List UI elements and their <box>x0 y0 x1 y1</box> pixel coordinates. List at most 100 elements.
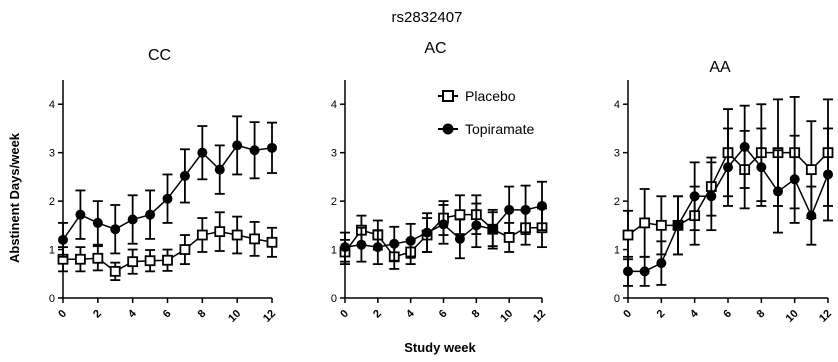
data-point-placebo <box>162 254 173 266</box>
data-point-topiramate <box>739 141 750 152</box>
x-tick-label-cc-12: 12 <box>261 308 278 325</box>
legend: Placebo Topiramate <box>438 88 534 137</box>
data-point-topiramate <box>639 266 650 277</box>
data-point-topiramate <box>197 147 208 158</box>
data-point-topiramate <box>689 191 700 202</box>
data-point-placebo <box>196 229 208 241</box>
x-tick-label-cc-8: 8 <box>196 308 209 321</box>
data-point-topiramate <box>723 162 733 173</box>
data-point-placebo <box>249 233 260 245</box>
y-tick-label-cc-3: 3 <box>49 148 55 160</box>
y-tick-label-ac-1: 1 <box>331 245 337 257</box>
panel-title-ac: AC <box>424 40 446 57</box>
data-point-topiramate <box>520 204 531 215</box>
x-tick-label-ac-4: 4 <box>404 307 417 320</box>
data-point-topiramate <box>756 162 767 173</box>
panel-title-cc: CC <box>148 47 171 64</box>
data-point-placebo <box>266 236 278 248</box>
x-tick-label-ac-12: 12 <box>531 308 548 325</box>
figure-title: rs2832407 <box>392 9 463 26</box>
x-tick-label-aa-8: 8 <box>755 308 768 321</box>
data-point-topiramate <box>438 219 449 230</box>
x-tick-label-aa-2: 2 <box>655 308 668 321</box>
y-tick-label-aa-3: 3 <box>614 148 620 160</box>
data-point-topiramate <box>789 174 800 185</box>
data-point-placebo <box>639 217 651 229</box>
data-point-topiramate <box>179 170 190 181</box>
x-axis-label: Study week <box>404 340 476 355</box>
y-tick-label-ac-2: 2 <box>331 196 337 208</box>
x-tick-label-cc-4: 4 <box>126 307 139 320</box>
data-point-topiramate <box>267 142 277 153</box>
x-tick-label-aa-12: 12 <box>817 308 834 325</box>
panel-title-aa: AA <box>709 59 731 76</box>
data-point-topiramate <box>340 242 350 253</box>
x-tick-label-ac-8: 8 <box>470 308 483 321</box>
x-tick-label-aa-6: 6 <box>721 308 734 321</box>
y-tick-label-cc-0: 0 <box>49 293 55 305</box>
data-point-placebo <box>179 244 191 255</box>
x-tick-label-aa-4: 4 <box>688 307 701 320</box>
x-tick-label-cc-6: 6 <box>161 308 174 321</box>
data-point-topiramate <box>405 235 416 246</box>
x-tick-label-ac-6: 6 <box>437 308 450 321</box>
data-point-placebo <box>144 255 156 267</box>
data-point-placebo <box>503 232 515 243</box>
data-point-topiramate <box>656 258 667 269</box>
y-tick-label-cc-1: 1 <box>49 245 55 257</box>
y-tick-label-ac-4: 4 <box>331 99 337 111</box>
legend-item-placebo: Placebo <box>438 88 516 104</box>
legend-item-topiramate: Topiramate <box>438 121 534 137</box>
data-point-topiramate <box>706 191 717 202</box>
data-point-topiramate <box>214 164 225 175</box>
data-point-topiramate <box>537 200 547 211</box>
y-tick-label-aa-2: 2 <box>614 196 620 208</box>
data-point-topiramate <box>356 239 367 250</box>
data-point-topiramate <box>389 238 400 249</box>
data-point-topiramate <box>92 217 103 228</box>
legend-topiramate-label: Topiramate <box>465 121 534 137</box>
series-ac-topiramate <box>340 180 547 265</box>
y-tick-label-cc-2: 2 <box>49 196 55 208</box>
data-point-topiramate <box>422 227 433 238</box>
y-tick-label-aa-1: 1 <box>614 245 620 257</box>
x-tick-label-ac-2: 2 <box>371 308 384 321</box>
data-point-topiramate <box>232 140 243 151</box>
x-tick-label-cc-2: 2 <box>91 308 104 321</box>
data-point-topiramate <box>75 209 86 220</box>
data-point-placebo <box>622 229 634 241</box>
y-tick-label-aa-4: 4 <box>614 99 620 111</box>
x-tick-label-cc-0: 0 <box>56 308 69 321</box>
data-point-topiramate <box>110 224 121 235</box>
data-point-topiramate <box>162 193 173 204</box>
data-point-placebo <box>75 253 86 265</box>
data-point-placebo <box>655 219 667 231</box>
data-point-topiramate <box>487 224 498 235</box>
series-cc-placebo <box>57 211 278 281</box>
data-point-topiramate <box>504 204 515 215</box>
y-tick-label-cc-4: 4 <box>49 99 55 111</box>
data-point-topiramate <box>372 242 383 253</box>
data-point-topiramate <box>454 233 465 244</box>
y-tick-label-ac-0: 0 <box>331 293 337 305</box>
data-point-placebo <box>214 226 226 238</box>
legend-placebo-label: Placebo <box>465 88 516 104</box>
data-point-placebo <box>454 209 466 221</box>
series-aa-topiramate <box>623 104 833 287</box>
x-tick-label-ac-0: 0 <box>338 308 351 321</box>
data-point-topiramate <box>471 220 482 231</box>
data-point-topiramate <box>145 209 156 220</box>
x-tick-label-cc-10: 10 <box>226 308 243 325</box>
series-cc-topiramate <box>58 115 277 258</box>
data-point-placebo <box>109 265 121 277</box>
data-point-topiramate <box>58 234 68 245</box>
y-axis-label: Abstinent Days/week <box>7 132 22 263</box>
data-point-topiramate <box>127 214 138 225</box>
y-tick-label-aa-0: 0 <box>614 293 620 305</box>
data-point-placebo <box>92 252 104 264</box>
data-point-placebo <box>231 229 243 241</box>
x-tick-label-ac-10: 10 <box>498 308 515 325</box>
